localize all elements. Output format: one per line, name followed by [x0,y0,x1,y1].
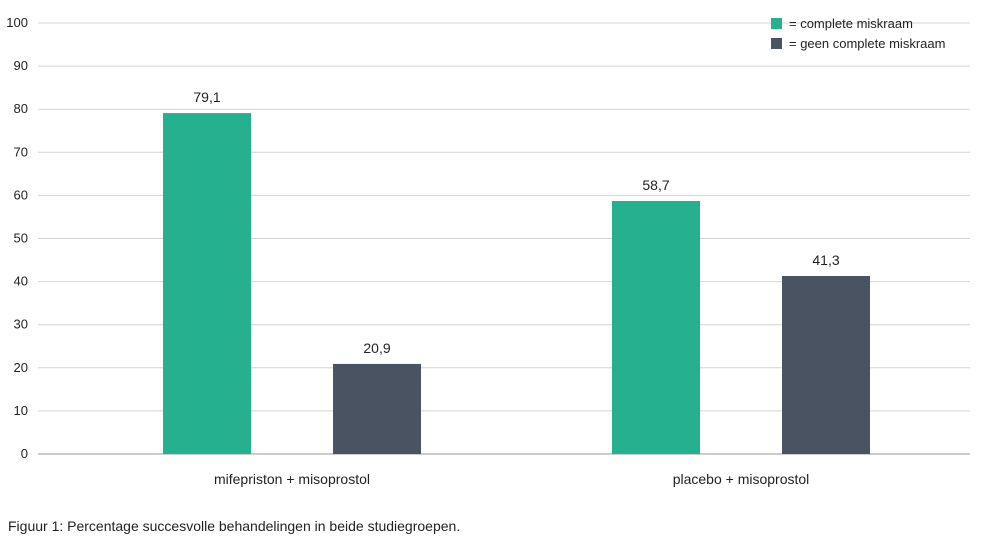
x-axis-categories: mifepriston + misoprostol placebo + misop… [214,471,809,487]
bar-complete-1 [163,113,251,454]
data-label: 20,9 [363,340,390,356]
legend-swatch [771,18,782,29]
y-tick-label: 60 [14,187,28,202]
y-tick-label: 50 [14,231,28,246]
y-tick-label: 90 [14,58,28,73]
y-tick-label: 100 [6,15,28,30]
y-tick-label: 70 [14,144,28,159]
bar-incomplete-2 [782,275,870,454]
data-label: 79,1 [193,89,220,105]
legend-label: = complete miskraam [789,16,913,31]
y-axis-ticks: 0 10 20 30 40 50 60 70 80 90 100 [6,15,28,461]
bars [163,113,870,454]
y-tick-label: 40 [14,274,28,289]
data-labels: 79,1 20,9 58,7 41,3 [193,89,839,356]
data-label: 41,3 [812,252,839,268]
y-tick-label: 20 [14,360,28,375]
legend: = complete miskraam = geen complete miskr… [771,16,945,51]
y-tick-label: 10 [14,403,28,418]
legend-label: = geen complete miskraam [789,36,945,51]
bar-incomplete-1 [333,363,421,454]
legend-swatch [771,38,782,49]
y-tick-label: 0 [21,446,28,461]
y-tick-label: 80 [14,101,28,116]
y-tick-label: 30 [14,317,28,332]
x-category-label: placebo + misoprostol [673,471,810,487]
data-label: 58,7 [642,177,669,193]
figure-caption: Figuur 1: Percentage succesvolle behande… [8,518,461,534]
bar-complete-2 [612,201,700,454]
x-category-label: mifepriston + misoprostol [214,471,370,487]
